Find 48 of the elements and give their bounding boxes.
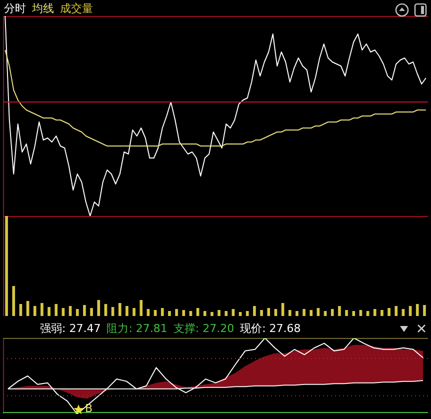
bar — [218, 310, 220, 316]
series-label: 分时 — [4, 2, 26, 15]
bar — [210, 312, 214, 316]
bar — [126, 306, 128, 316]
bar — [260, 310, 263, 316]
bar — [310, 310, 313, 316]
bar — [83, 305, 86, 316]
bar — [160, 308, 164, 316]
bar — [132, 308, 136, 316]
text: 强弱: 27.47 — [40, 322, 101, 335]
bar — [388, 308, 390, 316]
bar — [267, 308, 270, 316]
bar — [118, 303, 122, 316]
bar — [140, 300, 143, 316]
bar — [302, 309, 306, 316]
bar — [288, 310, 292, 316]
bar — [345, 310, 348, 316]
bar — [423, 305, 426, 316]
bar — [253, 306, 256, 316]
bar — [5, 216, 8, 316]
bar — [394, 306, 398, 316]
bar — [246, 311, 249, 316]
bar — [338, 306, 341, 316]
bar — [416, 304, 419, 316]
bar — [373, 309, 376, 316]
bar — [40, 303, 44, 316]
bar — [380, 310, 384, 316]
text: 成交量 — [60, 2, 93, 15]
bar — [90, 308, 93, 316]
bar — [54, 304, 58, 316]
bar — [33, 306, 36, 316]
bar — [168, 311, 171, 316]
bar — [76, 309, 79, 316]
bar — [175, 309, 178, 316]
bar — [203, 311, 206, 316]
bar — [330, 309, 334, 316]
text: 均线 — [32, 2, 54, 15]
bar — [182, 310, 186, 316]
bar — [97, 300, 100, 316]
bar — [224, 311, 228, 316]
bar — [48, 307, 50, 316]
bar — [296, 311, 298, 316]
bar — [352, 311, 356, 316]
text: 阻力: 27.81 — [106, 322, 168, 335]
text: 现价: 27.68 — [240, 322, 301, 335]
text: 支撑: 27.20 — [173, 322, 234, 335]
annotation: B — [85, 402, 93, 415]
bar — [12, 286, 16, 316]
